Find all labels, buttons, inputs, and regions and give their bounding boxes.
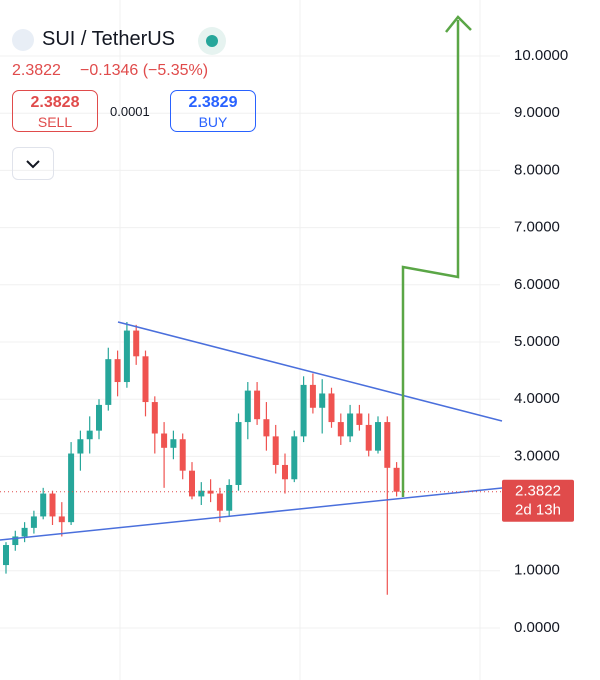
candle-body [189, 470, 195, 497]
candle-body [151, 402, 158, 434]
y-tick-label: 4.0000 [514, 390, 560, 407]
candle-body [40, 493, 47, 517]
price-change: −0.1346 (−5.35%) [80, 62, 209, 79]
y-tick-label: 9.0000 [514, 104, 560, 121]
candle-body [123, 330, 130, 383]
buy-label: BUY [198, 114, 228, 130]
y-tick-label: 10.0000 [514, 47, 568, 64]
candle-body [96, 404, 102, 431]
upper-trendline [117, 321, 503, 422]
chevron-icon [26, 160, 40, 169]
sell-price: 2.3828 [30, 94, 80, 111]
candle-body [49, 493, 56, 517]
candle-body [328, 393, 335, 423]
logo [12, 29, 34, 51]
status-dot [206, 35, 218, 47]
dropdown-button[interactable] [12, 147, 54, 180]
candle-body [3, 545, 9, 566]
candle-body [86, 430, 93, 440]
candle-body [272, 436, 279, 465]
chevron [26, 160, 40, 169]
candle-body [365, 424, 372, 451]
candle-body [21, 527, 28, 537]
candle-body [254, 390, 261, 420]
candle-body [30, 516, 37, 528]
sell-button[interactable]: 2.3828 SELL [12, 90, 98, 132]
candle-body [179, 439, 186, 471]
projection-arrow [401, 20, 460, 497]
candle-body [375, 422, 381, 451]
candle-body [142, 356, 149, 403]
candle-body [161, 433, 168, 448]
candle-body [170, 439, 177, 448]
status-ring [198, 27, 226, 55]
candle-body [291, 436, 298, 480]
lower-trendline [0, 487, 503, 541]
candle-body [263, 419, 270, 437]
y-tick-label: 0.0000 [514, 619, 560, 636]
candle-body [384, 422, 391, 468]
candle-body [356, 413, 363, 425]
y-tick-label: 3.0000 [514, 447, 560, 464]
y-tick-label: 8.0000 [514, 161, 560, 178]
spread: 0.0001 [110, 104, 150, 119]
candle-body [68, 453, 75, 523]
price-label-box [502, 479, 574, 522]
candle-body [393, 467, 400, 492]
candle-body [207, 490, 214, 494]
candle-body [12, 536, 19, 546]
last-price: 2.3822 [12, 62, 61, 79]
buy-button[interactable]: 2.3829 BUY [170, 90, 256, 132]
candle-body [309, 384, 316, 408]
candle-body [133, 330, 140, 357]
arrow-head [445, 15, 472, 33]
candle-body [58, 516, 65, 523]
candle-body [198, 490, 205, 497]
candle-body [105, 359, 112, 405]
candle-body [300, 384, 307, 437]
countdown: 2d 13h [515, 502, 561, 519]
candle-body [244, 390, 251, 423]
candle-body [216, 493, 223, 511]
candle-body [282, 464, 288, 480]
candle-body [337, 422, 344, 437]
candle-body [226, 484, 233, 511]
buy-price: 2.3829 [188, 94, 238, 111]
y-tick-label: 5.0000 [514, 333, 560, 350]
y-tick-label: 1.0000 [514, 562, 560, 579]
y-tick-label: 6.0000 [514, 276, 560, 293]
symbol: SUI / TetherUS [42, 28, 176, 50]
sell-label: SELL [37, 114, 73, 130]
price-label: 2.3822 [515, 483, 561, 500]
candle-body [77, 439, 84, 454]
candle-body [114, 359, 121, 383]
candle-body [319, 393, 326, 408]
candle-body [235, 422, 242, 485]
candle-body [347, 413, 354, 437]
y-tick-label: 7.0000 [514, 219, 560, 236]
